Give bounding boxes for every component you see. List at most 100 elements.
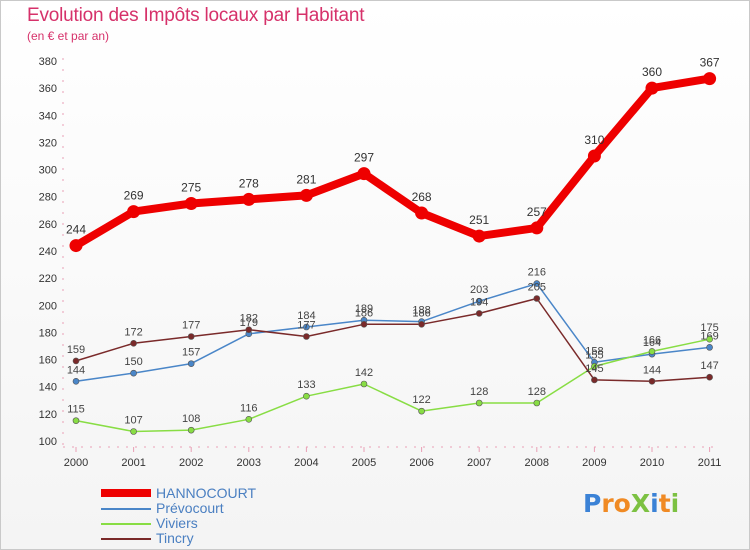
data-point-viviers — [72, 417, 80, 424]
data-label-prevocourt: 184 — [297, 310, 315, 322]
legend-swatch-tincry — [101, 538, 151, 540]
x-tick-label: 2003 — [237, 457, 261, 469]
series-line-hannocourt — [72, 74, 714, 250]
x-tick-label: 2009 — [582, 457, 606, 469]
data-label-viviers: 155 — [585, 349, 603, 361]
data-label-viviers: 115 — [67, 404, 85, 416]
data-point-tincry — [591, 376, 598, 384]
logo-letter: i — [670, 489, 680, 518]
data-label-viviers: 128 — [470, 386, 488, 398]
data-point-viviers — [533, 399, 541, 407]
data-point-hannocourt — [299, 188, 313, 202]
data-label-viviers: 175 — [700, 322, 718, 334]
logo-letter: t — [658, 489, 671, 518]
data-label-tincry: 177 — [182, 320, 200, 332]
data-point-prevocourt — [706, 344, 713, 351]
data-point-viviers — [245, 415, 253, 423]
data-label-hannocourt: 297 — [354, 151, 374, 165]
data-point-hannocourt — [472, 229, 486, 243]
data-label-prevocourt: 203 — [470, 284, 488, 296]
data-label-prevocourt: 144 — [67, 364, 85, 376]
y-tick-label: 340 — [39, 110, 57, 122]
y-tick-label: 280 — [39, 192, 57, 204]
data-point-prevocourt — [475, 297, 483, 305]
y-tick-label: 200 — [39, 300, 57, 312]
data-point-prevocourt — [533, 280, 541, 287]
data-label-tincry: 205 — [528, 282, 546, 294]
data-label-viviers: 166 — [643, 334, 661, 346]
data-point-prevocourt — [130, 369, 137, 377]
data-point-tincry — [533, 295, 541, 302]
data-label-hannocourt: 257 — [527, 205, 547, 219]
legend-swatch-prevocourt — [101, 508, 151, 510]
x-tick-label: 2008 — [525, 457, 549, 469]
data-point-tincry — [187, 333, 195, 340]
y-tick-label: 360 — [39, 83, 57, 95]
data-point-viviers — [475, 399, 483, 407]
data-point-hannocourt — [703, 72, 717, 86]
data-label-hannocourt: 268 — [412, 190, 432, 204]
data-point-tincry — [303, 333, 310, 340]
x-tick-label: 2002 — [179, 457, 203, 469]
x-tick-label: 2010 — [640, 457, 664, 469]
line-chart: 100 120 140 160 180 200 220 240 260 280 300 320 340 3… — [39, 56, 722, 469]
y-tick-label: 380 — [39, 56, 57, 68]
y-tick-label: 260 — [39, 219, 57, 231]
data-label-tincry: 177 — [297, 320, 315, 332]
x-tick-label: 2011 — [698, 457, 722, 469]
data-point-hannocourt — [587, 149, 601, 163]
data-point-prevocourt — [303, 323, 310, 331]
data-point-prevocourt — [72, 377, 80, 385]
legend-label-tincry: Tincry — [156, 530, 194, 546]
x-tick-label: 2001 — [121, 457, 145, 469]
data-point-viviers — [591, 363, 598, 370]
logo-letter: r — [601, 489, 614, 518]
legend-swatch-viviers — [101, 523, 151, 525]
logo-letter: i — [650, 489, 659, 518]
x-tick-label: 2000 — [64, 457, 88, 469]
data-label-hannocourt: 244 — [66, 223, 86, 237]
data-label-prevocourt: 157 — [182, 347, 200, 359]
data-label-hannocourt: 251 — [469, 213, 489, 227]
legend-label-prevocourt: Prévocourt — [156, 500, 224, 516]
data-point-viviers — [130, 428, 137, 435]
data-label-tincry: 194 — [470, 296, 488, 308]
data-label-viviers: 133 — [297, 379, 315, 391]
data-label-hannocourt: 281 — [296, 172, 316, 186]
data-label-tincry: 172 — [124, 326, 142, 338]
data-point-hannocourt — [645, 81, 659, 95]
data-point-tincry — [72, 357, 80, 365]
data-point-tincry — [475, 310, 483, 317]
legend-swatch-hannocourt — [101, 489, 151, 497]
data-label-prevocourt: 188 — [412, 305, 430, 317]
y-tick-label: 300 — [39, 165, 57, 177]
x-tick-label: 2005 — [352, 457, 376, 469]
proxiti-logo: ProXiti — [583, 489, 679, 518]
data-point-tincry — [245, 326, 253, 334]
y-tick-label: 220 — [39, 273, 57, 285]
data-label-hannocourt: 360 — [642, 65, 662, 79]
data-label-hannocourt: 269 — [124, 189, 144, 203]
y-tick-label: 320 — [39, 137, 57, 149]
data-label-viviers: 128 — [528, 386, 546, 398]
data-point-tincry — [648, 377, 656, 385]
data-point-tincry — [360, 320, 368, 328]
data-label-viviers: 142 — [355, 367, 373, 379]
data-label-tincry: 147 — [700, 360, 718, 372]
y-tick-label: 120 — [39, 409, 57, 421]
data-point-hannocourt — [530, 221, 544, 235]
legend-label-viviers: Viviers — [156, 515, 198, 531]
data-point-viviers — [706, 335, 713, 343]
data-label-prevocourt: 158 — [585, 345, 603, 357]
data-point-viviers — [360, 380, 368, 388]
data-label-viviers: 116 — [240, 402, 258, 414]
data-point-viviers — [187, 426, 195, 434]
data-point-viviers — [648, 348, 656, 355]
data-label-prevocourt: 216 — [528, 267, 546, 279]
data-label-viviers: 122 — [412, 394, 430, 406]
data-point-hannocourt — [415, 206, 429, 220]
data-point-viviers — [418, 407, 425, 415]
x-tick-label: 2006 — [409, 457, 433, 469]
data-label-tincry: 159 — [67, 344, 85, 356]
y-tick-label: 140 — [39, 382, 57, 394]
